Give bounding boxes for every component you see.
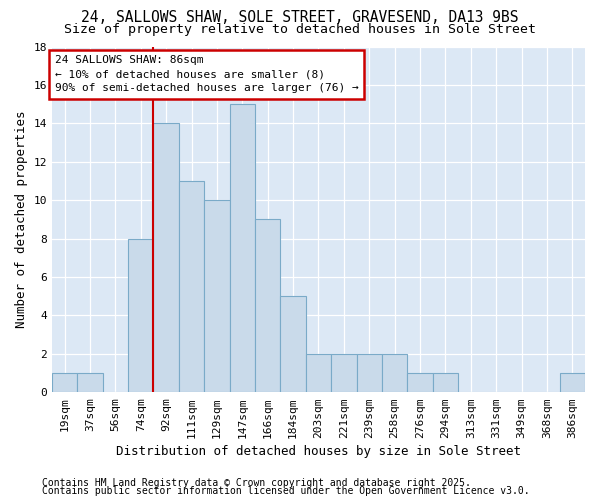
Bar [128, 238, 154, 392]
Bar [560, 373, 585, 392]
X-axis label: Distribution of detached houses by size in Sole Street: Distribution of detached houses by size … [116, 444, 521, 458]
Bar [407, 373, 433, 392]
Bar [52, 373, 77, 392]
Bar [204, 200, 230, 392]
Bar [77, 373, 103, 392]
Bar [280, 296, 306, 392]
Text: Size of property relative to detached houses in Sole Street: Size of property relative to detached ho… [64, 22, 536, 36]
Bar [154, 124, 179, 392]
Bar [382, 354, 407, 392]
Text: 24 SALLOWS SHAW: 86sqm
← 10% of detached houses are smaller (8)
90% of semi-deta: 24 SALLOWS SHAW: 86sqm ← 10% of detached… [55, 55, 358, 93]
Text: Contains public sector information licensed under the Open Government Licence v3: Contains public sector information licen… [42, 486, 530, 496]
Bar [255, 220, 280, 392]
Bar [306, 354, 331, 392]
Bar [179, 181, 204, 392]
Bar [230, 104, 255, 392]
Text: 24, SALLOWS SHAW, SOLE STREET, GRAVESEND, DA13 9BS: 24, SALLOWS SHAW, SOLE STREET, GRAVESEND… [81, 10, 519, 25]
Bar [433, 373, 458, 392]
Text: Contains HM Land Registry data © Crown copyright and database right 2025.: Contains HM Land Registry data © Crown c… [42, 478, 471, 488]
Bar [356, 354, 382, 392]
Y-axis label: Number of detached properties: Number of detached properties [15, 110, 28, 328]
Bar [331, 354, 356, 392]
